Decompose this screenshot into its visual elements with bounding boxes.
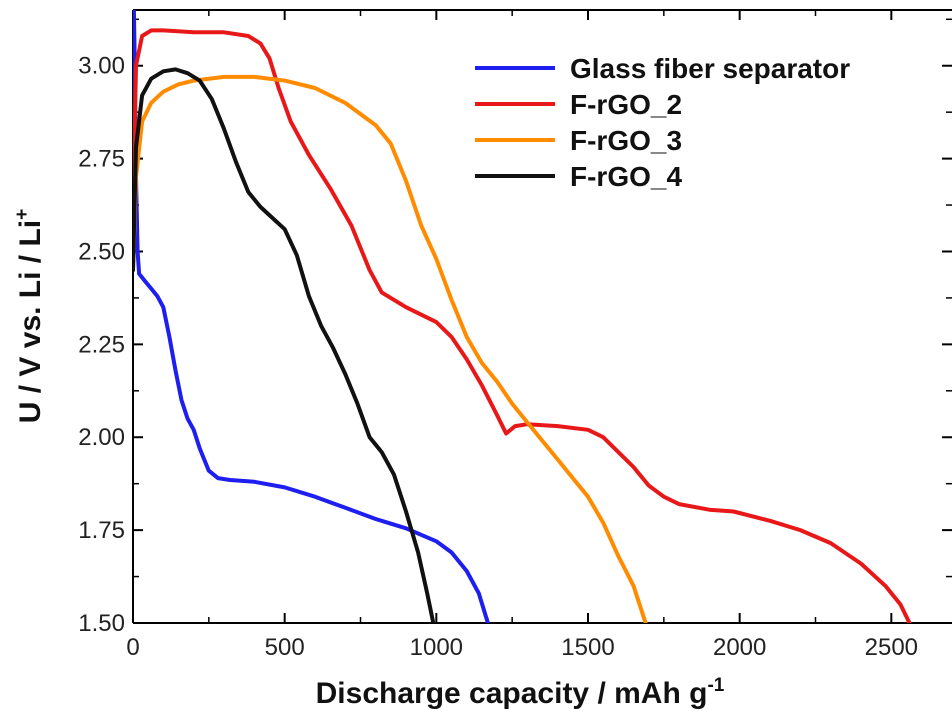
y-tick-label: 1.75 bbox=[78, 517, 125, 544]
y-tick-label: 2.00 bbox=[78, 424, 125, 451]
x-tick-label: 500 bbox=[265, 634, 305, 661]
plot-axes: 0 500 1000 1500 2000 2500 1.50 1.75 2.00 2.25 2.50… bbox=[78, 9, 952, 661]
x-axis-title: Discharge capacity / mAh g-1 bbox=[316, 675, 725, 710]
y-tick-label: 3.00 bbox=[78, 53, 125, 80]
chart-legend: Glass fiber separator F-rGO_2 F-rGO_3 F-rGO… bbox=[475, 53, 850, 192]
y-tick-label: 1.50 bbox=[78, 610, 125, 637]
legend-label: F-rGO_2 bbox=[570, 89, 682, 120]
y-axis-title: U / V vs. Li / Li+ bbox=[12, 209, 47, 424]
legend-label: Glass fiber separator bbox=[570, 53, 850, 84]
legend-label: F-rGO_4 bbox=[570, 161, 682, 192]
x-tick-label: 2500 bbox=[865, 634, 918, 661]
data-series-group bbox=[133, 10, 912, 623]
legend-label: F-rGO_3 bbox=[570, 125, 682, 156]
series-line bbox=[133, 10, 490, 623]
x-tick-label: 1500 bbox=[561, 634, 614, 661]
series-line bbox=[133, 74, 648, 623]
x-tick-label: 1000 bbox=[410, 634, 463, 661]
x-tick-label: 2000 bbox=[713, 634, 766, 661]
series-line bbox=[133, 67, 436, 623]
y-tick-label: 2.75 bbox=[78, 146, 125, 173]
series-line bbox=[133, 28, 912, 623]
y-tick-label: 2.25 bbox=[78, 331, 125, 358]
x-tick-label: 0 bbox=[126, 634, 139, 661]
y-tick-label: 2.50 bbox=[78, 238, 125, 265]
